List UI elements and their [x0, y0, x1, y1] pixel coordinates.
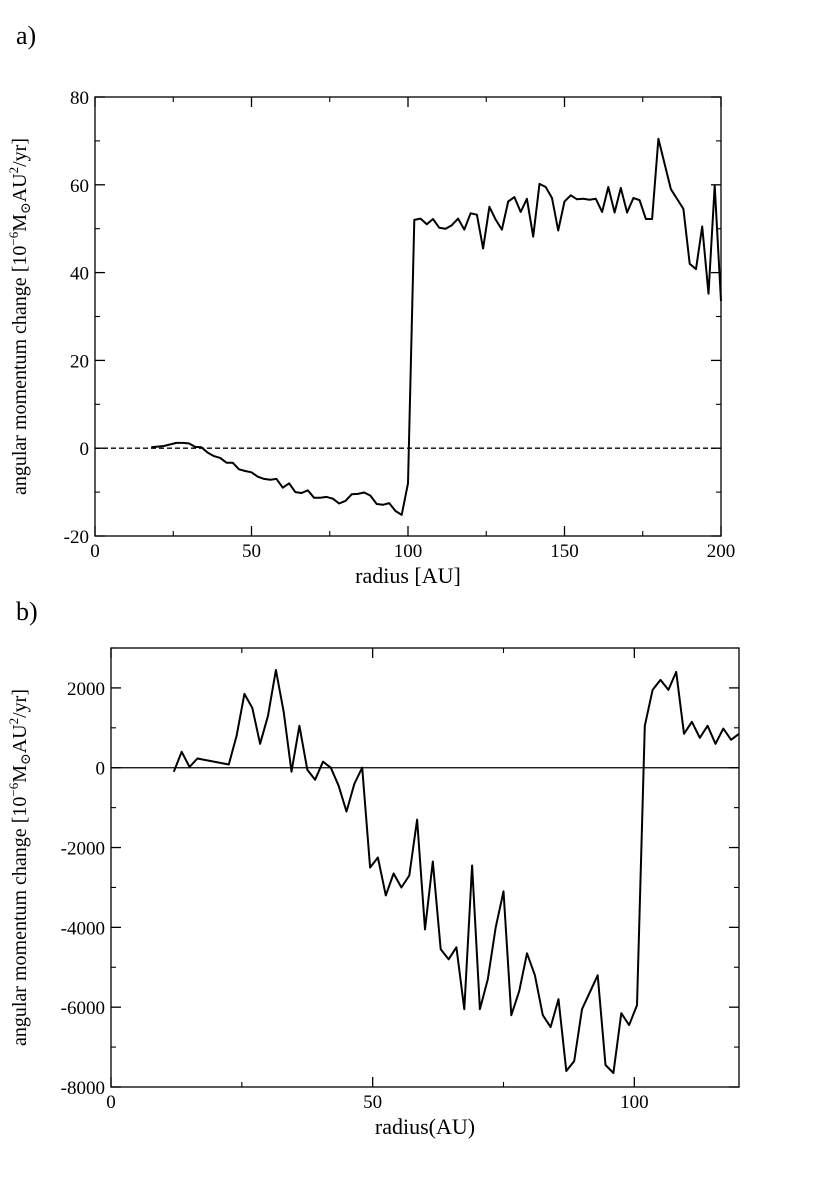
y-axis-label-exponent: 2 — [6, 167, 21, 174]
y-tick-label: 80 — [70, 88, 89, 109]
y-axis-label-exponent: 2 — [6, 718, 21, 725]
y-tick-label: 2000 — [67, 679, 105, 700]
y-axis-label-part: /yr] — [9, 689, 31, 718]
y-tick-label: -4000 — [61, 918, 105, 939]
y-axis-label-part: AU — [9, 173, 31, 202]
x-tick-label: 0 — [90, 541, 100, 562]
x-tick-label: 100 — [394, 541, 423, 562]
y-tick-label: -6000 — [61, 998, 105, 1019]
y-tick-label: 0 — [96, 759, 106, 780]
x-tick-label: 50 — [363, 1092, 382, 1113]
y-tick-label: -2000 — [61, 839, 105, 860]
y-axis-label-part: angular momentum change [10 — [9, 797, 31, 1046]
plot-frame — [110, 647, 740, 1088]
y-axis-label-exponent: −6 — [6, 231, 21, 245]
x-tick-label: 150 — [550, 541, 579, 562]
chart-panel-b: b) 0 50 100 -8000 -6000 -4000 -2000 0 2000 radius(… — [6, 597, 740, 1139]
series-line — [151, 137, 722, 516]
sun-symbol-icon: ⊙ — [19, 753, 34, 765]
x-axis-label: radius(AU) — [375, 1114, 475, 1139]
x-tick-label: 0 — [106, 1092, 116, 1113]
x-tick-label: 50 — [242, 541, 261, 562]
y-axis-label-part: M — [9, 214, 31, 232]
y-tick-label: -8000 — [61, 1078, 105, 1099]
x-tick-label: 100 — [620, 1092, 649, 1113]
panel-label: a) — [16, 21, 36, 50]
y-tick-label: -20 — [64, 527, 89, 548]
y-tick-label: 0 — [80, 439, 90, 460]
y-axis-label: angular momentum change [10−6M⊙AU2/yr] — [6, 138, 34, 495]
y-axis-label-part: M — [9, 765, 31, 783]
series-line — [172, 669, 740, 1074]
panel-label: b) — [16, 597, 38, 626]
y-tick-label: 60 — [70, 176, 89, 197]
y-axis-label: angular momentum change [10−6M⊙AU2/yr] — [6, 689, 34, 1046]
sun-symbol-icon: ⊙ — [19, 202, 34, 214]
y-axis-label-part: AU — [9, 724, 31, 753]
y-tick-label: 20 — [70, 351, 89, 372]
x-tick-label: 200 — [707, 541, 736, 562]
x-axis-label: radius [AU] — [355, 563, 461, 588]
y-axis-label-exponent: −6 — [6, 782, 21, 796]
y-axis-label-part: angular momentum change [10 — [9, 246, 31, 495]
y-axis-label-part: /yr] — [9, 138, 31, 167]
y-tick-label: 40 — [70, 264, 89, 285]
